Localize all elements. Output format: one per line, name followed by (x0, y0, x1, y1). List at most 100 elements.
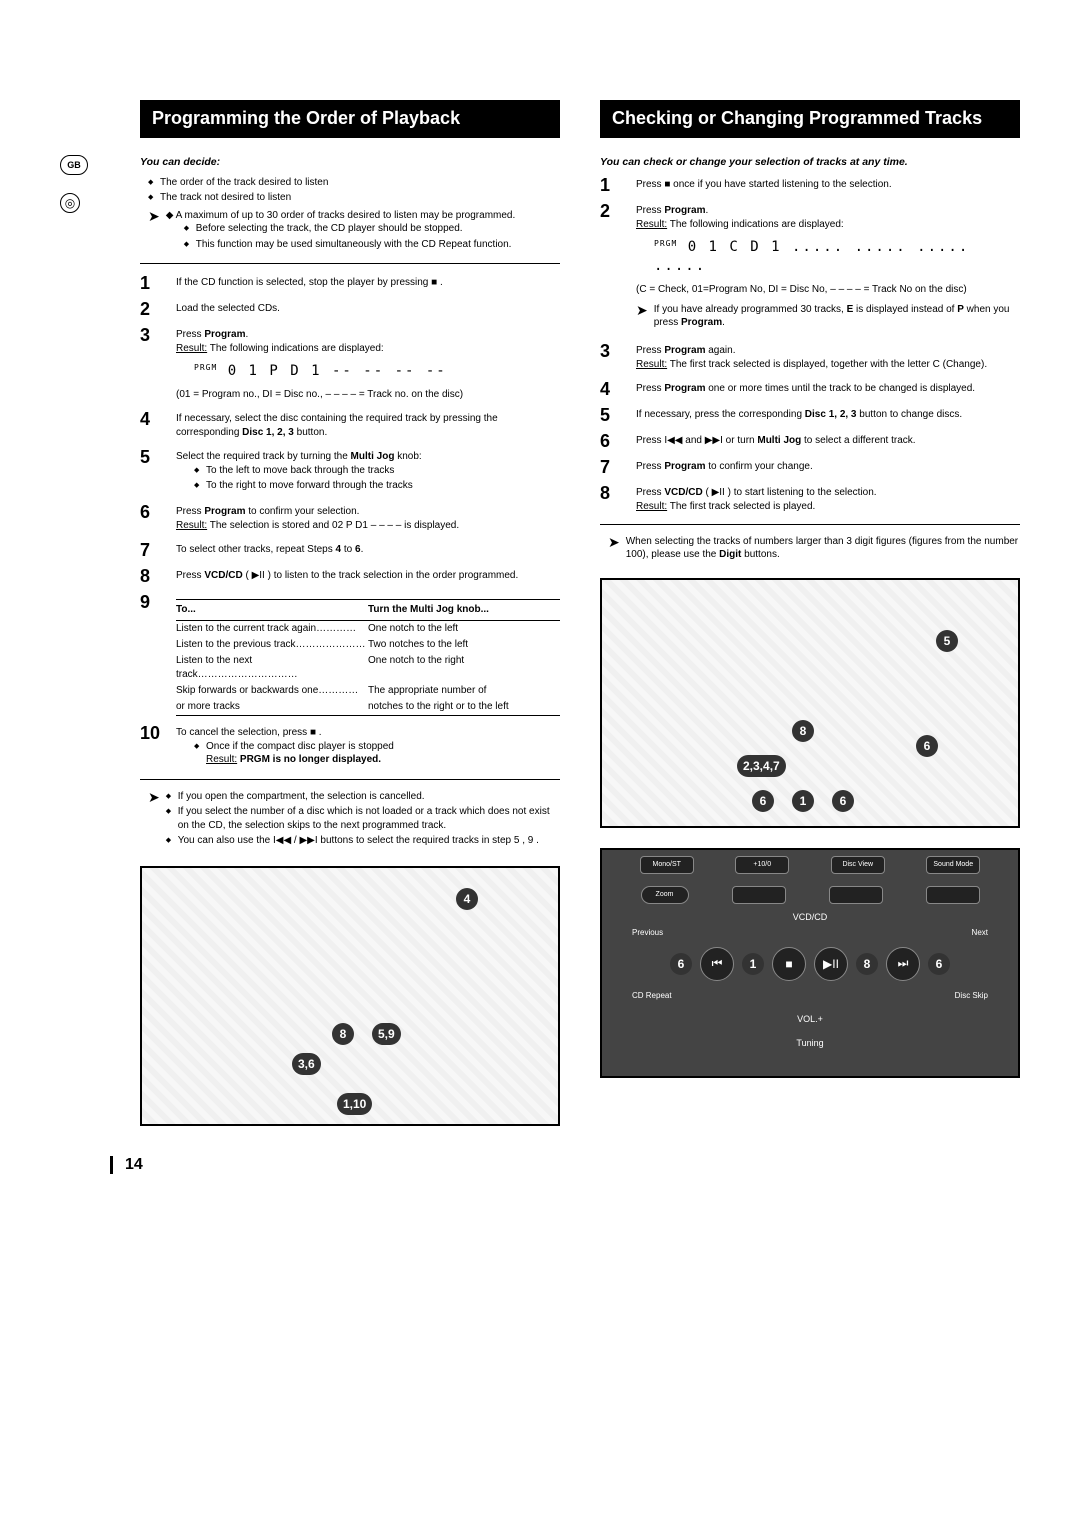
step-body: Press ■ once if you have started listeni… (636, 176, 1020, 194)
step-body: To cancel the selection, press ■ . Once … (176, 724, 560, 769)
callout: 6 (832, 790, 854, 812)
note-text: A maximum of up to 30 order of tracks de… (176, 210, 516, 221)
step-number: 7 (600, 458, 624, 476)
callout: 8 (792, 720, 814, 742)
callout: 4 (456, 888, 478, 910)
note-arrow-icon: ➤ (608, 535, 620, 562)
remote-label: Tuning (602, 1038, 1018, 1048)
remote-btn: +10/0 (735, 856, 789, 874)
section-title-left: Programming the Order of Playback (140, 100, 560, 138)
step-number: 6 (600, 432, 624, 450)
step-number: 10 (140, 724, 164, 769)
step-body: To select other tracks, repeat Steps 4 t… (176, 541, 560, 559)
step-body: Press I◀◀ and ▶▶I or turn Multi Jog to s… (636, 432, 1020, 450)
remote-label: Next (972, 928, 988, 937)
bullet: The order of the track desired to listen (148, 176, 560, 190)
sub-bullet: Once if the compact disc player is stopp… (194, 740, 560, 767)
footer-notes: ➤ If you open the compartment, the selec… (148, 790, 560, 850)
callout: 6 (928, 953, 950, 975)
step-number: 5 (140, 448, 164, 495)
callout: 2,3,4,7 (737, 755, 786, 777)
step-body: Press Program. Result: The following ind… (176, 326, 560, 402)
callout: 8 (332, 1023, 354, 1045)
note-arrow-icon: ➤ (148, 790, 160, 850)
region-badge: GB (60, 155, 88, 175)
remote-btn: Disc View (831, 856, 885, 874)
step-number: 7 (140, 541, 164, 559)
callout: 5,9 (372, 1023, 401, 1045)
callout: 5 (936, 630, 958, 652)
footer-note: You can also use the I◀◀ / ▶▶I buttons t… (166, 834, 560, 848)
remote-label: Previous (632, 928, 663, 937)
callout: 1 (792, 790, 814, 812)
remote-label: VOL.+ (602, 1014, 1018, 1024)
right-column: Checking or Changing Programmed Tracks Y… (600, 100, 1020, 1126)
step-body: If necessary, press the corresponding Di… (636, 406, 1020, 424)
step-number: 8 (600, 484, 624, 514)
step-body: Press Program to confirm your change. (636, 458, 1020, 476)
remote-zoom: Zoom (641, 886, 689, 904)
callout: 3,6 (292, 1053, 321, 1075)
disc-icon (60, 193, 80, 213)
page-number: 14 (110, 1156, 1020, 1174)
step-number: 4 (140, 410, 164, 440)
step-body: Press VCD/CD ( ▶II ) to start listening … (636, 484, 1020, 514)
lcd-readout: PRGM 0 1 C D 1 ..... ..... ..... ..... (654, 238, 1020, 277)
step-number: 6 (140, 503, 164, 533)
step-number: 1 (600, 176, 624, 194)
callout: 6 (670, 953, 692, 975)
step-body: To...Turn the Multi Jog knob... Listen t… (176, 593, 560, 716)
remote-label: CD Repeat (632, 991, 672, 1000)
step-body: Load the selected CDs. (176, 300, 560, 318)
device-diagram-left: 4 8 5,9 3,6 1,10 (140, 866, 560, 1126)
vcd-label: VCD/CD (602, 912, 1018, 922)
step-number: 2 (600, 202, 624, 334)
callout: 8 (856, 953, 878, 975)
note-arrow-icon: ➤ (148, 209, 160, 254)
step-number: 3 (600, 342, 624, 372)
intro-heading: You can decide: (140, 156, 560, 168)
remote-btn: Sound Mode (926, 856, 980, 874)
bullet: The track not desired to listen (148, 191, 560, 205)
remote-play-icon: ▶II (814, 947, 848, 981)
footer-note: If you select the number of a disc which… (166, 805, 560, 832)
step-body: Press VCD/CD ( ▶II ) to listen to the tr… (176, 567, 560, 585)
left-column: Programming the Order of Playback You ca… (140, 100, 560, 1126)
step-number: 4 (600, 380, 624, 398)
sub-bullet: This function may be used simultaneously… (184, 238, 560, 252)
callout: 6 (752, 790, 774, 812)
step-number: 9 (140, 593, 164, 716)
step-body: Press Program to confirm your selection.… (176, 503, 560, 533)
step-number: 8 (140, 567, 164, 585)
step-body: Select the required track by turning the… (176, 448, 560, 495)
intro-bullets: The order of the track desired to listen… (148, 176, 560, 205)
step-body: Press Program again. Result: The first t… (636, 342, 1020, 372)
arrow-note: ➤ ◆ A maximum of up to 30 order of track… (148, 209, 560, 254)
remote-btn (732, 886, 786, 904)
bottom-note: ➤ When selecting the tracks of numbers l… (608, 535, 1020, 562)
note-arrow-icon: ➤ (636, 303, 648, 330)
step-body: If necessary, select the disc containing… (176, 410, 560, 440)
lcd-readout: PRGM 0 1 P D 1 -- -- -- -- (194, 362, 560, 382)
callout: 6 (916, 735, 938, 757)
remote-prev-icon: ⏮ (700, 947, 734, 981)
callout: 1,10 (337, 1093, 372, 1115)
footer-note: If you open the compartment, the selecti… (166, 790, 560, 804)
callout: 1 (742, 953, 764, 975)
sub-bullet: Before selecting the track, the CD playe… (184, 222, 560, 236)
section-title-right: Checking or Changing Programmed Tracks (600, 100, 1020, 138)
remote-label: Disc Skip (955, 991, 988, 1000)
device-diagram-right: 5 8 6 2,3,4,7 6 1 6 (600, 578, 1020, 828)
remote-next-icon: ⏭ (886, 947, 920, 981)
step-body: If the CD function is selected, stop the… (176, 274, 560, 292)
remote-btn (829, 886, 883, 904)
step-number: 3 (140, 326, 164, 402)
jog-table: To...Turn the Multi Jog knob... Listen t… (176, 599, 560, 716)
step-number: 5 (600, 406, 624, 424)
sub-bullet: To the left to move back through the tra… (194, 464, 560, 478)
step-number: 1 (140, 274, 164, 292)
remote-stop-icon: ■ (772, 947, 806, 981)
intro-heading: You can check or change your selection o… (600, 156, 1020, 168)
step-number: 2 (140, 300, 164, 318)
step-body: Press Program. Result: The following ind… (636, 202, 1020, 334)
